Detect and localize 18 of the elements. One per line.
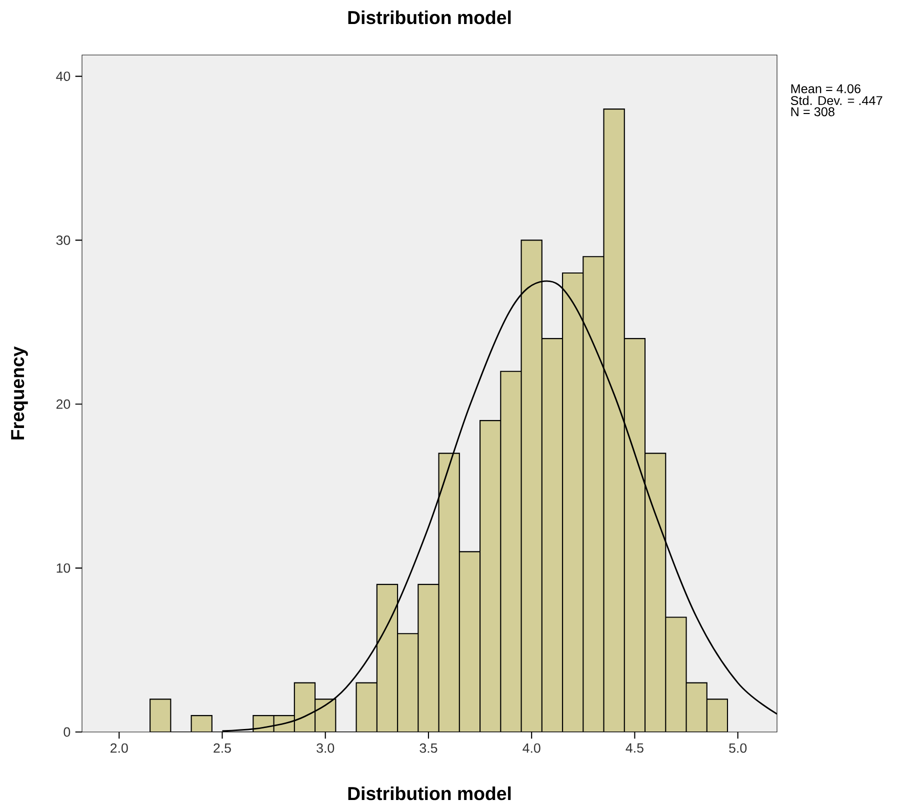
x-tick-label: 4.0 — [522, 743, 540, 753]
x-tick-label: 3.0 — [316, 743, 334, 753]
chart-title: Distribution model — [348, 10, 511, 24]
text: N = 308 — [791, 107, 834, 116]
x-axis-title: Distribution model — [348, 786, 511, 800]
x-tick-label: 2.5 — [214, 743, 231, 753]
text: Mean = 4.06 — [791, 84, 860, 94]
x-tick-label: 3.5 — [420, 743, 438, 753]
x-tick-label: 5.0 — [729, 743, 747, 753]
text: Std. Dev. = .447 — [790, 96, 882, 106]
y-tick-label: 30 — [56, 236, 70, 245]
y-axis-title: Frequency — [11, 346, 28, 440]
y-tick-label: 10 — [56, 563, 70, 573]
y-tick-label: 40 — [56, 72, 70, 82]
y-tick-label: 0 — [64, 727, 70, 737]
x-tick-label: 2.0 — [110, 743, 128, 753]
y-tick-label: 20 — [56, 399, 70, 409]
x-tick-label: 4.5 — [626, 743, 644, 753]
